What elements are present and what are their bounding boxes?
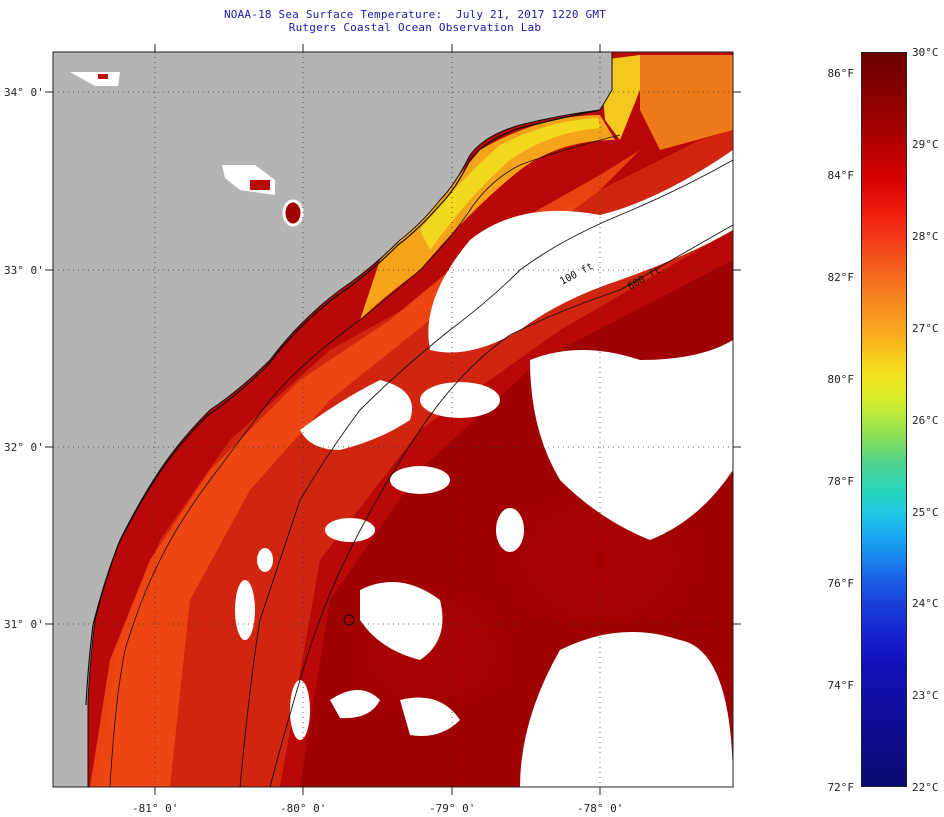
nearshore-yellow-strip bbox=[420, 118, 600, 250]
temperature-colorbar bbox=[861, 52, 907, 787]
chart-subtitle: Rutgers Coastal Ocean Observation Lab bbox=[288, 21, 542, 34]
graticule bbox=[53, 52, 733, 787]
colorbar-f-label: 72°F bbox=[827, 781, 855, 794]
lon-label: -81° 0' bbox=[132, 802, 179, 815]
lon-label: -78° 0' bbox=[577, 802, 624, 815]
lat-label: 34° 0' bbox=[4, 86, 44, 99]
marker-circle bbox=[343, 614, 355, 626]
lat-label: 33° 0' bbox=[4, 264, 44, 277]
lat-label: 31° 0' bbox=[4, 618, 44, 631]
colorbar-f-label: 86°F bbox=[827, 67, 855, 80]
isobath-600ft bbox=[269, 224, 733, 787]
coastline bbox=[85, 109, 601, 706]
colorbar-c-label: 30°C bbox=[912, 46, 939, 59]
colorbar-c-label: 27°C bbox=[912, 322, 939, 335]
colorbar-f-label: 76°F bbox=[827, 577, 855, 590]
colorbar-f-label: 74°F bbox=[827, 679, 855, 692]
colorbar-c-label: 23°C bbox=[912, 689, 939, 702]
colorbar-c-label: 24°C bbox=[912, 597, 939, 610]
axis-ticks bbox=[45, 44, 741, 795]
inner-shelf-band bbox=[90, 150, 640, 787]
map-frame bbox=[52, 51, 734, 788]
offshore-orange bbox=[640, 55, 733, 150]
colorbar-c-label: 25°C bbox=[912, 506, 939, 519]
isobath-100ft bbox=[239, 159, 733, 787]
colorbar-f-label: 78°F bbox=[827, 475, 855, 488]
lat-label: 32° 0' bbox=[4, 441, 44, 454]
chart-title: NOAA-18 Sea Surface Temperature: July 21… bbox=[223, 8, 607, 21]
colorbar-f-label: 84°F bbox=[827, 169, 855, 182]
inner-contour bbox=[109, 134, 621, 787]
colorbar-c-label: 28°C bbox=[912, 230, 939, 243]
inland-patches bbox=[70, 72, 304, 227]
colorbar-c-label: 22°C bbox=[912, 781, 939, 794]
colorbar-f-label: 80°F bbox=[827, 373, 855, 386]
colorbar-c-label: 29°C bbox=[912, 138, 939, 151]
lon-label: -79° 0' bbox=[429, 802, 476, 815]
colorbar-f-label: 82°F bbox=[827, 271, 855, 284]
lon-label: -80° 0' bbox=[280, 802, 327, 815]
colorbar-c-label: 26°C bbox=[912, 414, 939, 427]
nearshore-warm-strip bbox=[360, 115, 615, 320]
